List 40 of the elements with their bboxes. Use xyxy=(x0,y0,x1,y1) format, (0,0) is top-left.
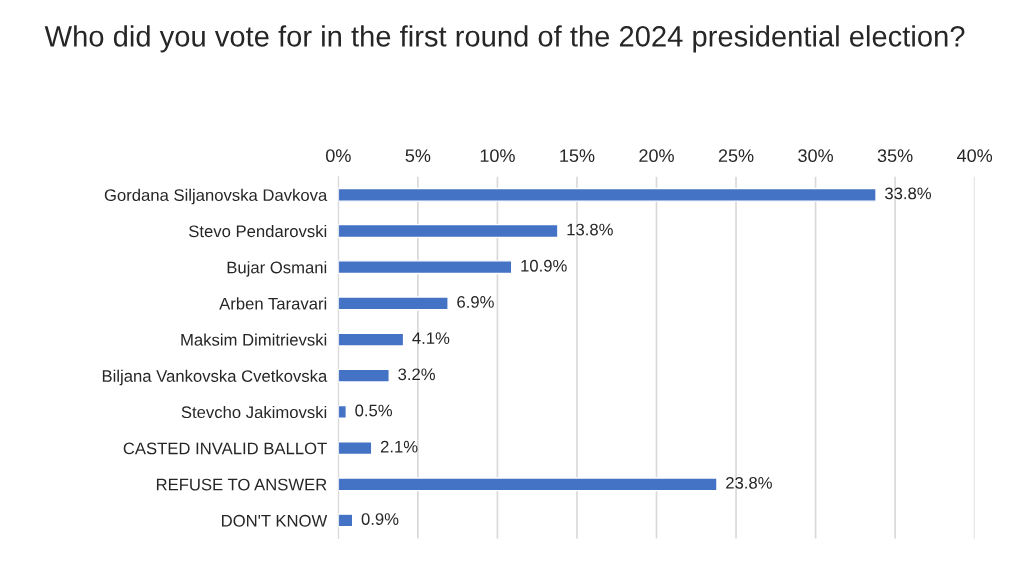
bar xyxy=(338,332,405,347)
data-label: 2.1% xyxy=(380,440,418,453)
data-label: 6.9% xyxy=(457,296,494,308)
data-label: 13.8% xyxy=(567,223,613,236)
y-tick-label: Stevo Pendarovski xyxy=(189,224,327,238)
bar xyxy=(338,223,559,239)
x-tick-label: 40% xyxy=(957,149,993,163)
bar xyxy=(338,187,877,202)
x-tick-label: 0% xyxy=(326,149,351,163)
y-tick-label: CASTED INVALID BALLOT xyxy=(123,442,327,455)
data-label: 23.8% xyxy=(726,476,772,489)
chart-title: Who did you vote for in the first round of the 2024 presidential election? xyxy=(44,25,965,53)
bar xyxy=(338,441,373,456)
y-tick-label: Stevcho Jakimovski xyxy=(181,405,327,419)
y-tick-label: Arben Taravari xyxy=(219,297,327,310)
bar xyxy=(338,513,354,528)
data-label: 0.9% xyxy=(361,513,399,525)
bar xyxy=(338,477,718,492)
y-tick-label: Biljana Vankovska Cvetkovska xyxy=(102,369,328,386)
data-label: 10.9% xyxy=(521,259,567,272)
bar xyxy=(338,404,347,419)
x-tick-label: 30% xyxy=(798,149,833,163)
bar xyxy=(338,296,449,311)
y-tick-label: Bujar Osmani xyxy=(227,261,327,277)
bar xyxy=(338,260,513,275)
data-label: 4.1% xyxy=(412,332,450,344)
data-label: 3.2% xyxy=(398,368,435,381)
x-tick-label: 20% xyxy=(639,149,674,163)
x-tick-label: 25% xyxy=(718,149,754,163)
y-tick-label: Maksim Dimitrievski xyxy=(181,333,327,346)
data-label: 0.5% xyxy=(355,404,393,417)
data-label: 33.8% xyxy=(884,187,932,200)
x-tick-label: 5% xyxy=(405,149,431,163)
y-tick-label: REFUSE TO ANSWER xyxy=(156,478,327,491)
x-tick-label: 35% xyxy=(877,149,913,163)
y-tick-label: DON'T KNOW xyxy=(222,514,328,527)
x-tick-label: 15% xyxy=(560,149,595,163)
bar xyxy=(338,368,390,383)
y-tick-label: Gordana Siljanovska Davkova xyxy=(104,188,328,205)
x-tick-label: 10% xyxy=(480,149,515,163)
